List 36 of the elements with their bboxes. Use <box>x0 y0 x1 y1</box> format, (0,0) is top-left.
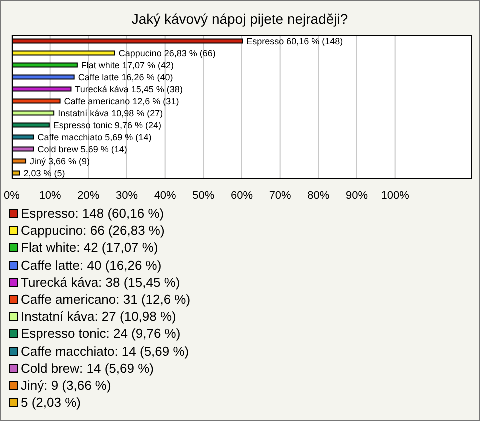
category-label: Cappucino 26,83 % (66) <box>118 48 216 58</box>
text: Espresso: 148 (60,16 %) <box>21 206 164 222</box>
text: Flat white: 42 (17,07 %) <box>21 240 158 256</box>
category-label: Cold brew 5,69 % (14) <box>38 144 128 154</box>
category-label: Caffe macchiato 5,69 % (14) <box>38 132 152 142</box>
text: 5 (2,03 %) <box>21 395 81 410</box>
text: Instatní káva: 27 (10,98 %) <box>21 309 176 324</box>
category-label: Jiný 3,66 % (9) <box>30 156 90 166</box>
x-tick-label: 10% <box>39 190 62 202</box>
text: Espresso tonic: 24 (9,76 %) <box>21 326 181 342</box>
x-tick-label: 80% <box>308 190 330 202</box>
x-tick-label: 30% <box>116 190 138 202</box>
data-label: 2,03 % (5) <box>24 168 66 178</box>
x-tick-label: 0% <box>4 190 20 202</box>
category-label: Flat white 17,07 % (42) <box>81 60 174 70</box>
text: Caffe latte: 40 (16,26 %) <box>21 258 162 273</box>
category-label: Caffe latte 16,26 % (40) <box>78 72 174 82</box>
category-label: Instatní káva 10,98 % (27) <box>58 108 164 118</box>
category-label: Turecká káva 15,45 % (38) <box>75 84 183 94</box>
category-label: Espresso tonic 9,76 % (24) <box>53 120 162 130</box>
text: Jiný: 9 (3,66 %) <box>21 378 112 393</box>
chart-title: Jaký kávový nápoj pijete nejraději? <box>130 11 350 27</box>
x-tick-label: 90% <box>346 190 368 202</box>
x-tick-label: 40% <box>154 190 177 202</box>
x-tick-label: 100% <box>381 190 410 202</box>
text: Caffe americano: 31 (12,6 %) <box>21 292 191 308</box>
x-tick-label: 50% <box>192 190 215 202</box>
text: Cappucino: 66 (26,83 %) <box>21 223 165 238</box>
x-tick-label: 20% <box>78 190 100 202</box>
x-tick-label: 60% <box>230 190 254 202</box>
text: Caffe macchiato: 14 (5,69 %) <box>21 344 190 359</box>
text: Cold brew: 14 (5,69 %) <box>21 360 154 376</box>
category-label: Espresso 60,16 % (148) <box>246 36 344 46</box>
category-label: Caffe americano 12,6 % (31) <box>64 96 180 106</box>
text: Turecká káva: 38 (15,45 %) <box>21 274 180 290</box>
x-tick-label: 70% <box>269 190 292 202</box>
